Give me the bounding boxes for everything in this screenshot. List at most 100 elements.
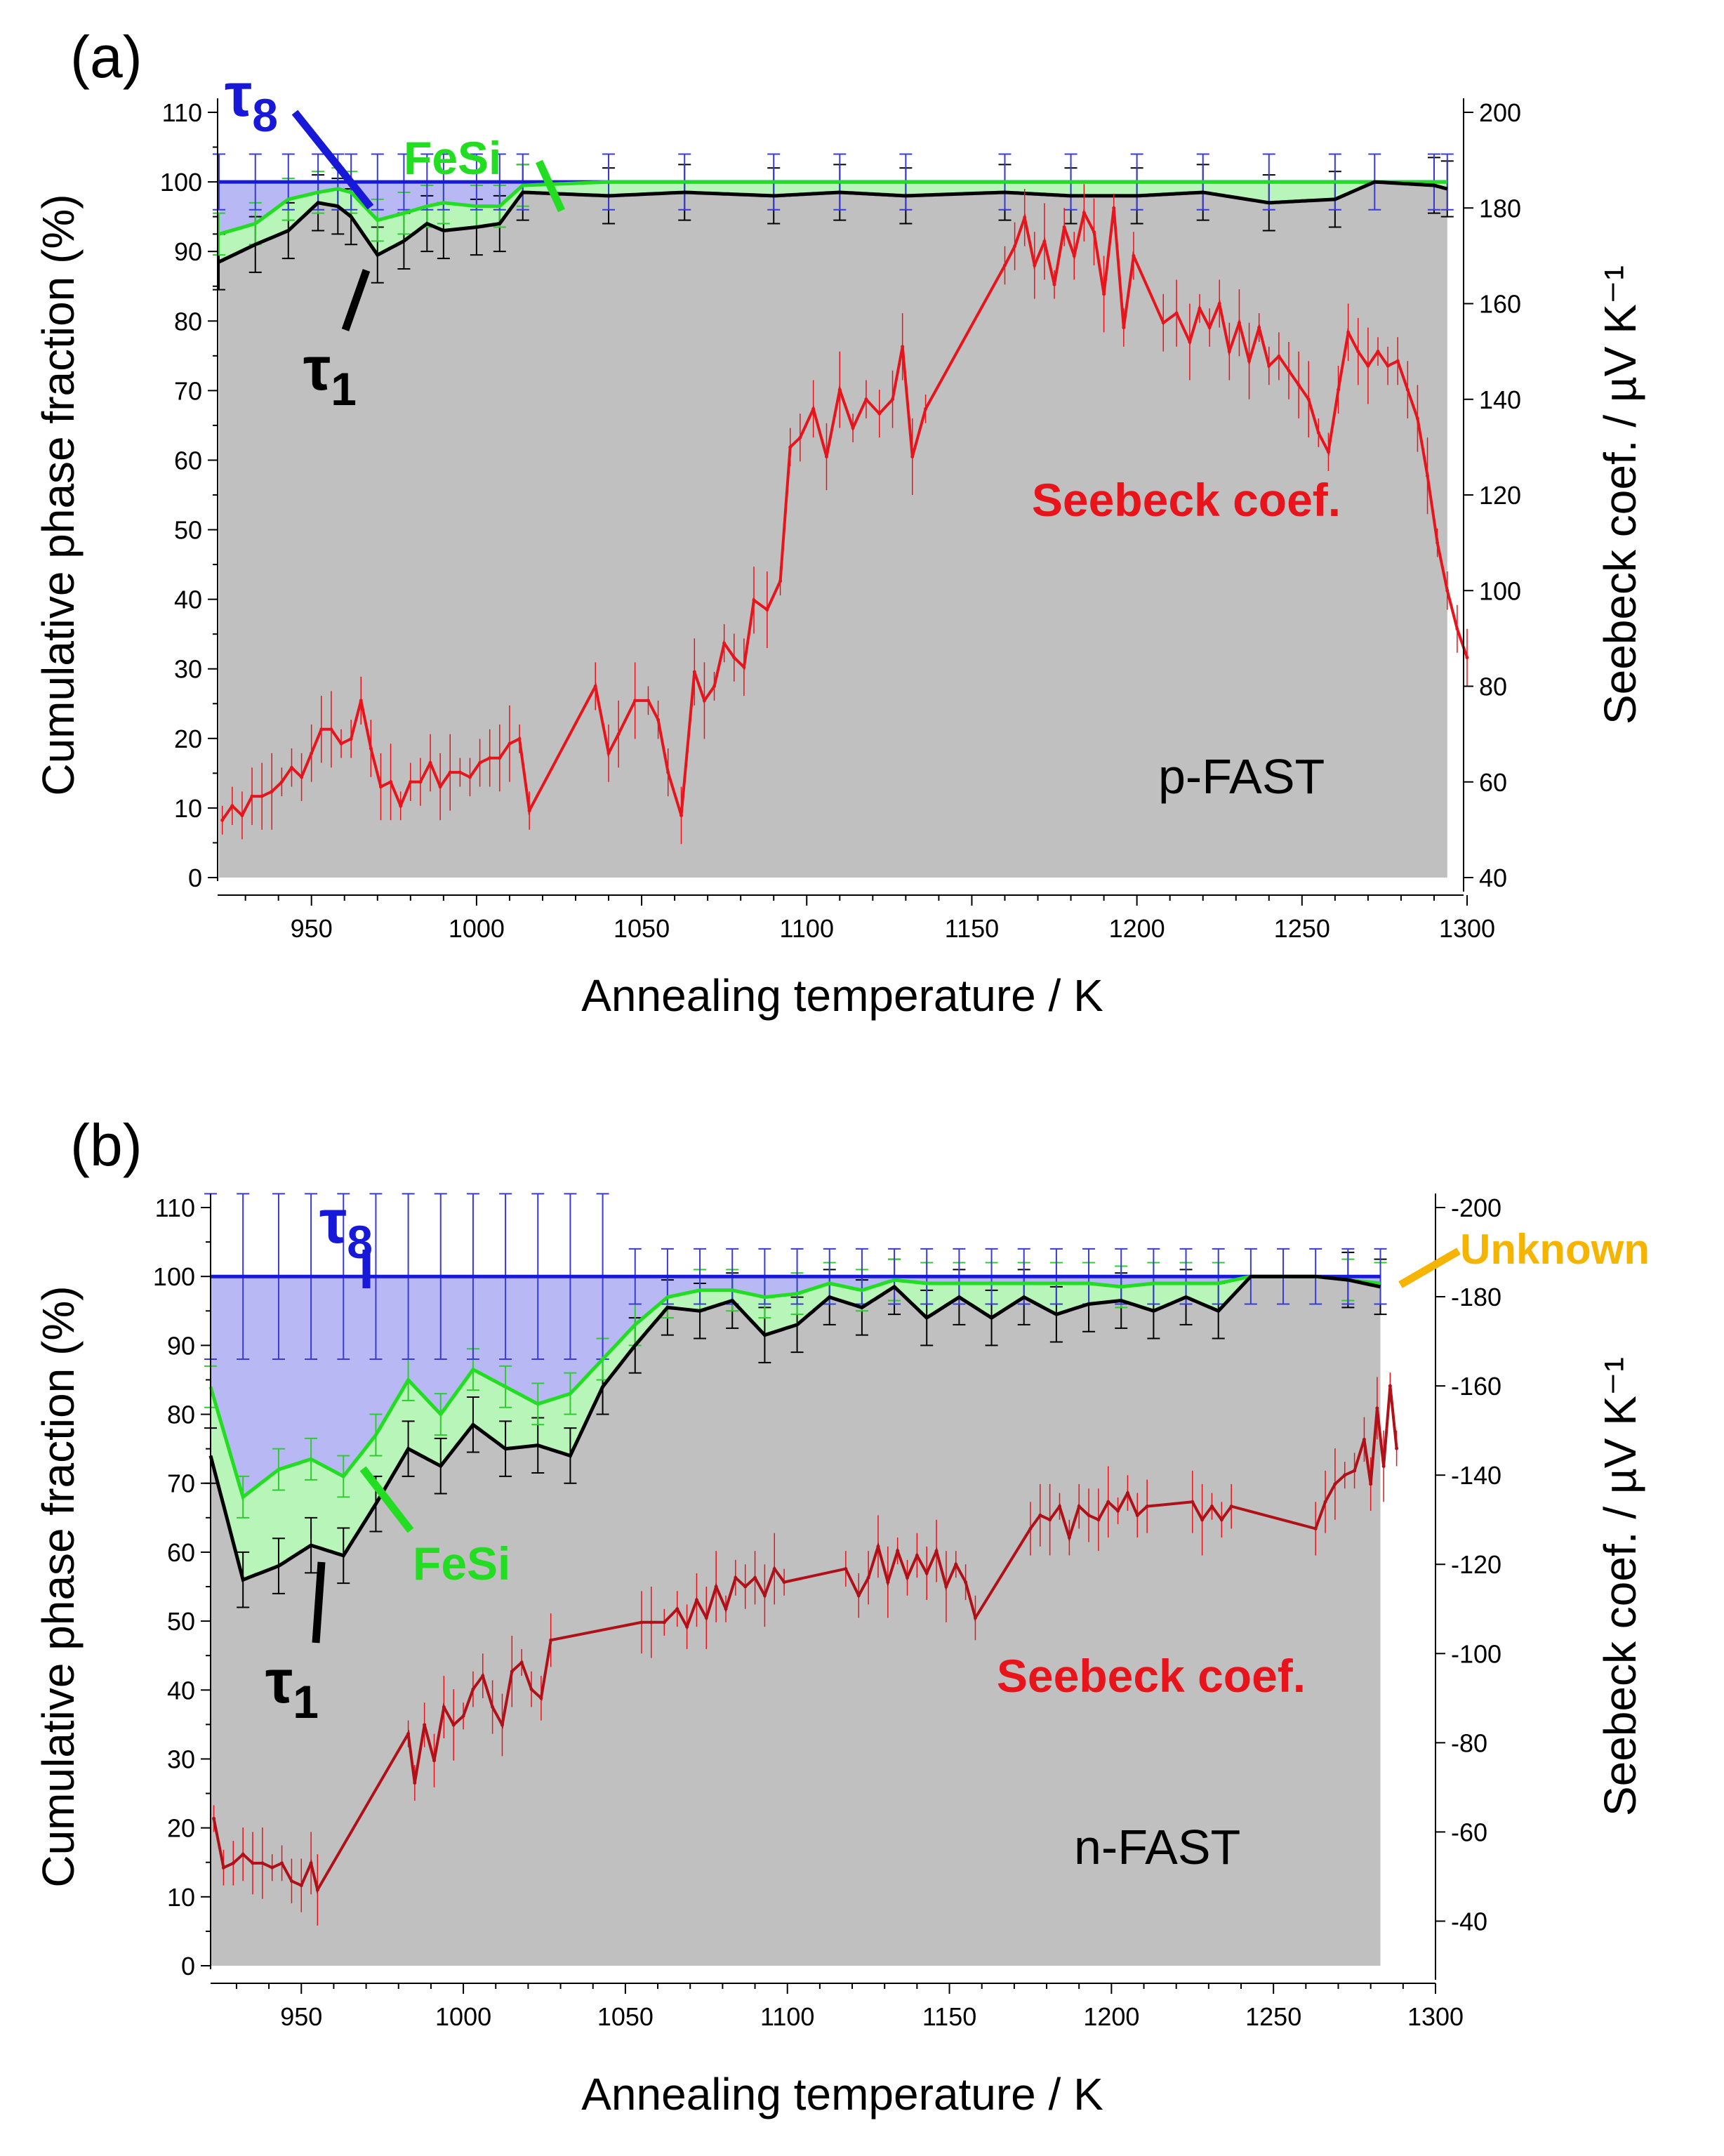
x-axis-title: Annealing temperature / K (581, 2069, 1103, 2119)
fesi-line (218, 180, 1447, 236)
tau1-label-symbol: τ (265, 1646, 293, 1716)
x-axis-title: Annealing temperature / K (581, 970, 1103, 1021)
x-tick-label: 1200 (1083, 2002, 1139, 2031)
x-tick-label: 1250 (1274, 914, 1330, 943)
seebeck-label: Seebeck coef. (997, 1650, 1306, 1702)
y-tick-label-right: 80 (1479, 673, 1507, 701)
axes: 0 10 20 30 40 50 60 70 80 90 100 110 -40 -60 -80 -100 -1… (153, 1193, 1501, 2031)
fesi-label: FeSi (404, 132, 501, 184)
tau1-pointer (341, 269, 371, 331)
y-axis-title-left: Cumulative phase fraction (%) (33, 194, 84, 795)
y-tick-label-right: -80 (1451, 1728, 1487, 1757)
x-tick-label: 1300 (1407, 2002, 1464, 2031)
y-tick-label-right: -160 (1451, 1372, 1501, 1401)
seebeck-line (212, 1385, 1398, 1894)
y-tick-label-left: 90 (167, 1331, 195, 1360)
tau8-area (219, 182, 1447, 234)
y-tick-label-right: 120 (1479, 481, 1521, 510)
tau1-label-subscript: 1 (293, 1676, 319, 1728)
tau1-label: τ1 (265, 1646, 319, 1728)
x-tick-label: 1050 (597, 2002, 654, 2031)
y-axis-title-right: Seebeck coef. / µV K⁻¹ (1595, 265, 1645, 725)
y-tick-label-right: -100 (1451, 1639, 1501, 1668)
y-tick-label-left: 100 (153, 1262, 195, 1291)
y-axis-title-right: Seebeck coef. / µV K⁻¹ (1595, 1357, 1645, 1816)
unknown-pointer (1398, 1248, 1461, 1288)
fesi-line (208, 1274, 1381, 1500)
y-tick-label-right: -180 (1451, 1283, 1501, 1311)
y-tick-label-left: 100 (160, 168, 202, 197)
tau8-label: τ8 (225, 60, 278, 141)
x-tick-label: 1250 (1245, 2002, 1301, 2031)
x-tick-label: 1200 (1109, 914, 1165, 943)
y-tick-label-right: -200 (1451, 1193, 1501, 1222)
y-tick-label-left: 0 (188, 864, 202, 892)
fesi-pointer (359, 1466, 414, 1533)
fesi-label: FeSi (413, 1537, 510, 1589)
y-tick-label-right: 100 (1479, 576, 1521, 605)
panel-label: (b) (70, 1112, 142, 1178)
y-tick-label-left: 10 (167, 1883, 195, 1912)
y-tick-label-left: 60 (167, 1538, 195, 1567)
y-tick-label-left: 50 (167, 1607, 195, 1636)
tau8-label-symbol: τ (225, 60, 252, 129)
tau1-pointer (312, 1561, 326, 1644)
axes: 0 10 20 30 40 50 60 70 80 90 100 110 40 60 80 100 120 140… (160, 98, 1521, 943)
tau8-label-symbol: τ (319, 1186, 347, 1256)
tau1-line (218, 180, 1448, 264)
y-axis-title-left: Cumulative phase fraction (%) (33, 1285, 84, 1887)
x-tick-label: 1300 (1439, 914, 1495, 943)
tau8-label: τ8 (319, 1186, 373, 1268)
seebeck-label: Seebeck coef. (1032, 474, 1341, 526)
unknown-label: Unknown (1460, 1226, 1650, 1273)
fesi-pointer (535, 159, 566, 213)
tau1-label-subscript: 1 (331, 363, 357, 415)
y-tick-label-right: -120 (1451, 1550, 1501, 1579)
y-tick-label-right: 200 (1479, 98, 1521, 127)
x-tick-label: 1150 (922, 2002, 976, 2031)
y-tick-label-left: 0 (181, 1952, 195, 1980)
tau1-label-symbol: τ (303, 333, 331, 403)
y-tick-label-left: 40 (174, 586, 202, 614)
x-tick-label: 950 (280, 2002, 322, 2031)
y-tick-label-left: 60 (174, 446, 202, 475)
y-tick-label-left: 30 (167, 1745, 195, 1773)
tau1-area (219, 182, 1447, 878)
y-tick-label-left: 10 (174, 794, 202, 823)
sample-label: n-FAST (1074, 1820, 1240, 1874)
x-tick-label: 1100 (760, 2002, 814, 2031)
tau8-area (211, 1276, 1381, 1497)
y-tick-label-right: 60 (1479, 768, 1507, 797)
sample-label: p-FAST (1158, 749, 1325, 804)
seebeck-series (212, 1373, 1399, 1926)
y-tick-label-left: 110 (162, 98, 202, 127)
y-tick-label-right: 180 (1479, 194, 1521, 223)
tau1-line (208, 1274, 1381, 1582)
y-tick-label-right: -40 (1451, 1907, 1487, 1936)
y-tick-label-left: 70 (174, 376, 202, 405)
panel-(a): 0 10 20 30 40 50 60 70 80 90 100 110 40 60 80 100 120 140… (33, 24, 1645, 1021)
x-tick-label: 1150 (945, 914, 999, 943)
y-tick-label-left: 70 (167, 1469, 195, 1498)
x-tick-label: 1050 (614, 914, 670, 943)
y-tick-label-right: 160 (1479, 290, 1521, 319)
y-tick-label-right: -60 (1451, 1818, 1487, 1846)
y-tick-label-left: 80 (167, 1401, 195, 1429)
y-tick-label-left: 90 (174, 237, 202, 266)
x-tick-label: 1000 (435, 2002, 491, 2031)
y-tick-label-left: 110 (155, 1193, 195, 1222)
x-tick-label: 1100 (780, 914, 834, 943)
tau1-label: τ1 (303, 333, 357, 415)
panel-(b): 0 10 20 30 40 50 60 70 80 90 100 110 -40 -60 -80 -100 -1… (33, 1112, 1650, 2119)
y-tick-label-left: 80 (174, 307, 202, 336)
y-tick-label-left: 40 (167, 1676, 195, 1705)
tau8-label-subscript: 8 (252, 89, 278, 141)
panel-label: (a) (70, 24, 142, 90)
x-tick-label: 950 (291, 914, 333, 943)
tau8-pointer (291, 110, 374, 210)
seebeck-line (221, 208, 1468, 821)
y-tick-label-left: 20 (167, 1814, 195, 1843)
